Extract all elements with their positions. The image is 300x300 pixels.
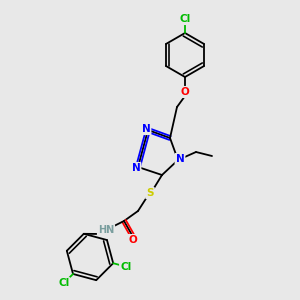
Text: N: N	[132, 163, 140, 173]
Text: S: S	[146, 188, 154, 198]
Text: HN: HN	[98, 225, 114, 235]
Text: N: N	[176, 154, 184, 164]
Text: Cl: Cl	[120, 262, 131, 272]
Text: N: N	[142, 124, 150, 134]
Text: O: O	[129, 235, 137, 245]
Text: Cl: Cl	[179, 14, 191, 24]
Text: O: O	[181, 87, 189, 97]
Text: Cl: Cl	[58, 278, 70, 288]
